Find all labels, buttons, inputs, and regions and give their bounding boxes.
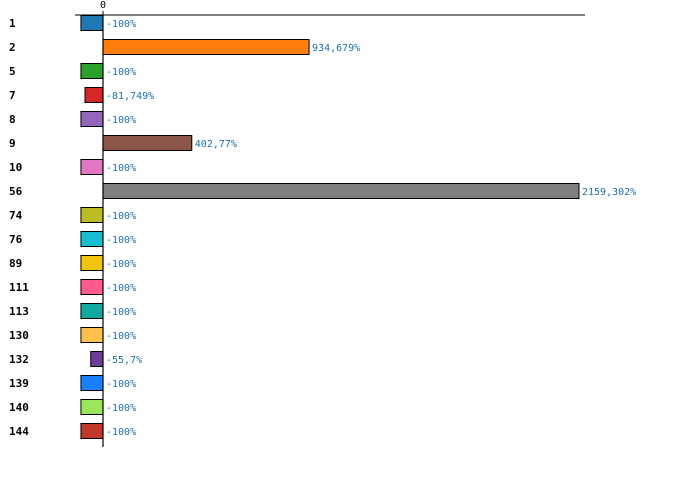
category-label: 7 (9, 89, 16, 102)
bar (84, 87, 104, 103)
bar (80, 327, 104, 343)
bar (90, 351, 104, 367)
category-label: 130 (9, 329, 29, 342)
bar (80, 15, 104, 31)
labels-layer: 1 -100% 2 934,679% 5 -100% 7 -81,749% 8 -100% 9 402… (9, 17, 636, 438)
value-label: -100% (106, 19, 136, 30)
bar (80, 231, 104, 247)
bar (80, 111, 104, 127)
bar (80, 159, 104, 175)
value-label: -100% (106, 331, 136, 342)
value-label: -100% (106, 427, 136, 438)
category-label: 2 (9, 41, 16, 54)
bar (80, 279, 104, 295)
value-label: -100% (106, 211, 136, 222)
bar (80, 63, 104, 79)
bars-layer (80, 15, 580, 439)
category-label: 111 (9, 281, 29, 294)
bar (102, 135, 193, 151)
category-label: 8 (9, 113, 16, 126)
value-label: -55,7% (106, 355, 142, 366)
bar (80, 375, 104, 391)
bar (80, 423, 104, 439)
value-label: -100% (106, 283, 136, 294)
value-label: -100% (106, 307, 136, 318)
value-label: -100% (106, 403, 136, 414)
bar (102, 39, 310, 55)
category-label: 76 (9, 233, 23, 246)
value-label: 2159,302% (582, 187, 636, 198)
category-label: 139 (9, 377, 29, 390)
value-label: -100% (106, 115, 136, 126)
category-label: 89 (9, 257, 22, 270)
category-label: 144 (9, 425, 29, 438)
x-tick-label: 0 (100, 0, 106, 11)
category-label: 74 (9, 209, 23, 222)
value-label: -100% (106, 259, 136, 270)
category-label: 140 (9, 401, 29, 414)
bar (80, 399, 104, 415)
value-label: -100% (106, 163, 136, 174)
value-label: -100% (106, 379, 136, 390)
value-label: 402,77% (195, 139, 237, 150)
category-label: 5 (9, 65, 16, 78)
value-label: 934,679% (312, 43, 360, 54)
category-label: 56 (9, 185, 23, 198)
category-label: 10 (9, 161, 22, 174)
bar (80, 207, 104, 223)
axis-layer: 0 (75, 0, 585, 447)
category-label: 132 (9, 353, 29, 366)
bar (102, 183, 580, 199)
category-label: 9 (9, 137, 16, 150)
category-label: 1 (9, 17, 16, 30)
bar (80, 255, 104, 271)
value-label: -100% (106, 67, 136, 78)
bar (80, 303, 104, 319)
value-label: -100% (106, 235, 136, 246)
category-label: 113 (9, 305, 29, 318)
value-label: -81,749% (106, 91, 154, 102)
